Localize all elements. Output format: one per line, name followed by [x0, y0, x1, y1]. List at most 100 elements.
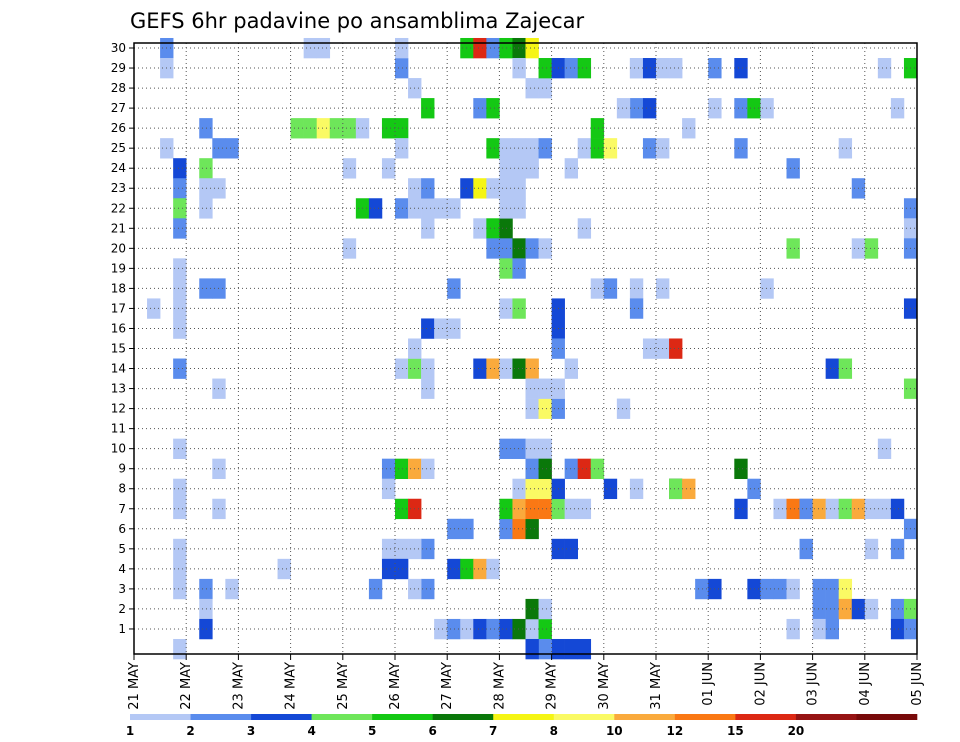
data-cell — [590, 118, 605, 139]
data-cell — [486, 558, 500, 580]
data-cell — [564, 498, 578, 520]
data-cell — [512, 518, 526, 540]
data-cell — [760, 98, 774, 119]
data-cell — [512, 138, 526, 159]
data-cell — [877, 498, 892, 520]
data-cell — [421, 378, 435, 399]
data-cell — [512, 258, 526, 279]
y-tick-label: 10 — [111, 442, 126, 456]
data-cell — [525, 478, 539, 500]
data-cell — [512, 618, 526, 640]
data-cell — [864, 238, 879, 259]
data-cell — [616, 398, 631, 419]
data-cell — [669, 338, 683, 359]
data-cell — [786, 238, 800, 259]
x-tick-label: 26 MAY — [388, 662, 403, 710]
data-cell — [538, 58, 552, 79]
data-cell — [682, 478, 696, 500]
data-cell — [825, 578, 839, 600]
data-cell — [564, 358, 578, 379]
data-cell — [447, 518, 461, 540]
data-cell — [890, 98, 905, 119]
data-cell — [525, 518, 539, 540]
colorbar-tick-label: 12 — [666, 724, 683, 738]
colorbar-swatch — [493, 714, 555, 720]
colorbar-swatch — [856, 714, 918, 720]
y-tick-label: 1 — [118, 622, 126, 636]
data-cell — [368, 578, 383, 600]
data-cell — [225, 138, 239, 159]
y-tick-label: 2 — [118, 602, 126, 616]
data-cell — [642, 338, 657, 359]
data-cell — [864, 498, 879, 520]
data-cell — [538, 478, 552, 500]
data-cell — [173, 298, 187, 319]
data-cell — [486, 238, 500, 259]
data-cell — [616, 98, 631, 119]
data-cell — [395, 498, 409, 520]
colorbar: 1 2 3 4 5 6 7 8 10 12 15 20 — [126, 714, 918, 738]
data-cell — [173, 538, 187, 560]
data-cell — [434, 618, 448, 640]
y-tick-label: 22 — [111, 201, 126, 215]
x-tick-label: 27 MAY — [440, 662, 455, 710]
x-tick-label: 31 MAY — [649, 662, 664, 710]
data-cell — [173, 498, 187, 520]
data-cell — [421, 358, 435, 379]
data-cell — [760, 278, 774, 299]
data-cell — [538, 458, 552, 480]
data-cell — [290, 118, 304, 139]
colorbar-swatch — [553, 714, 615, 720]
data-cell — [825, 498, 839, 520]
data-cell — [473, 37, 487, 59]
x-tick-label: 23 MAY — [231, 662, 246, 710]
data-cell — [199, 598, 213, 620]
data-cell — [395, 198, 409, 219]
colorbar-tick-label: 8 — [550, 724, 558, 738]
grid-lines — [134, 43, 917, 654]
data-cell — [890, 538, 905, 560]
data-cell — [812, 618, 826, 640]
data-cell — [421, 198, 435, 219]
colorbar-tick-label: 20 — [788, 724, 805, 738]
data-cell — [642, 58, 657, 79]
data-cell — [538, 618, 552, 640]
data-cell — [734, 458, 748, 480]
data-cell — [734, 138, 748, 159]
data-cell — [512, 158, 526, 179]
colorbar-tick-label: 10 — [606, 724, 623, 738]
data-cell — [734, 58, 748, 79]
y-tick-label: 12 — [111, 402, 126, 416]
data-cell — [669, 58, 683, 79]
data-cell — [864, 598, 879, 620]
data-cell — [395, 558, 409, 580]
data-cell — [395, 118, 409, 139]
data-cell — [512, 58, 526, 79]
x-tick-label: 01 JUN — [701, 662, 716, 706]
data-cell — [890, 618, 905, 640]
colorbar-tick-label: 7 — [489, 724, 497, 738]
data-cell — [512, 178, 526, 199]
chart-title: GEFS 6hr padavine po ansamblima Zajecar — [130, 9, 585, 33]
y-tick-label: 28 — [111, 81, 126, 95]
data-cell — [395, 538, 409, 560]
y-tick-label: 25 — [111, 141, 126, 155]
data-cell — [381, 478, 396, 500]
data-cell — [812, 578, 826, 600]
data-cell — [173, 318, 187, 339]
data-cell — [538, 78, 552, 99]
data-cell — [421, 578, 435, 600]
data-cell — [825, 618, 839, 640]
y-tick-label: 8 — [118, 482, 126, 496]
data-cell — [642, 98, 657, 119]
data-cell — [812, 498, 826, 520]
y-axis: 1234567891011121314151617181920212223242… — [111, 41, 134, 636]
data-cell — [381, 158, 396, 179]
data-cell — [421, 458, 435, 480]
data-cell — [199, 278, 213, 299]
data-cell — [512, 358, 526, 379]
data-cell — [173, 638, 187, 660]
data-cell — [329, 118, 344, 139]
colorbar-tick-label: 3 — [247, 724, 255, 738]
data-cell — [395, 458, 409, 480]
